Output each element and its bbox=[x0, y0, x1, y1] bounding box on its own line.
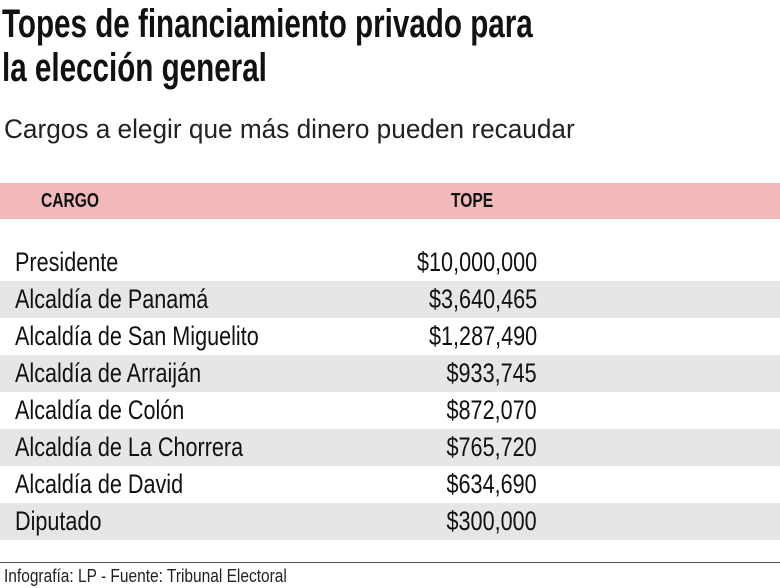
table-row: Presidente $10,000,000 bbox=[0, 244, 780, 281]
cargo-cell: Alcaldía de La Chorrera bbox=[15, 432, 244, 462]
column-header-tope: TOPE bbox=[451, 190, 494, 212]
tope-cell: $10,000,000 bbox=[416, 247, 537, 277]
tope-cell: $872,070 bbox=[446, 395, 537, 425]
cargo-cell: Alcaldía de Colón bbox=[15, 395, 185, 425]
tope-cell: $300,000 bbox=[446, 506, 537, 536]
cargo-cell: Alcaldía de David bbox=[15, 469, 184, 499]
cargo-cell: Alcaldía de Panamá bbox=[15, 284, 209, 314]
cargo-cell: Alcaldía de San Miguelito bbox=[15, 321, 259, 351]
title-line-1: Topes de financiamiento privado para bbox=[2, 2, 533, 46]
table-row: Alcaldía de Colón $872,070 bbox=[0, 392, 780, 429]
tope-cell: $3,640,465 bbox=[428, 284, 537, 314]
tope-cell: $1,287,490 bbox=[428, 321, 537, 351]
subtitle: Cargos a elegir que más dinero pueden re… bbox=[4, 114, 575, 144]
table-row: Alcaldía de David $634,690 bbox=[0, 466, 780, 503]
cargo-cell: Diputado bbox=[15, 506, 102, 536]
tope-cell: $765,720 bbox=[446, 432, 537, 462]
column-header-cargo: CARGO bbox=[41, 190, 100, 212]
table-row: Alcaldía de La Chorrera $765,720 bbox=[0, 429, 780, 466]
table-header: CARGO TOPE bbox=[0, 183, 780, 219]
cargo-cell: Alcaldía de Arraiján bbox=[15, 358, 202, 388]
divider bbox=[0, 562, 780, 563]
table-row: Alcaldía de San Miguelito $1,287,490 bbox=[0, 318, 780, 355]
source-credit: Infografía: LP - Fuente: Tribunal Electo… bbox=[4, 566, 287, 586]
table-row: Alcaldía de Panamá $3,640,465 bbox=[0, 281, 780, 318]
table-row: Diputado $300,000 bbox=[0, 503, 780, 540]
title-line-2: la elección general bbox=[2, 46, 267, 90]
table-row: Alcaldía de Arraiján $933,745 bbox=[0, 355, 780, 392]
cargo-cell: Presidente bbox=[15, 247, 119, 277]
tope-cell: $634,690 bbox=[446, 469, 537, 499]
tope-cell: $933,745 bbox=[446, 358, 537, 388]
